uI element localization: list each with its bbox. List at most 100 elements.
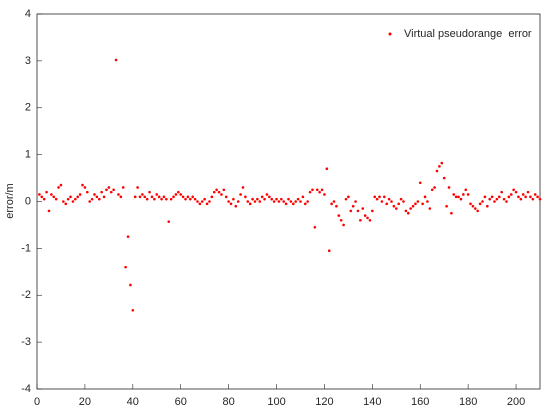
x-tick-label: 100: [267, 396, 285, 408]
point: [315, 188, 319, 192]
point: [488, 197, 492, 201]
point: [263, 197, 266, 201]
y-tick-label: -2: [21, 289, 31, 301]
x-tick-label: 0: [34, 396, 40, 408]
point: [296, 197, 300, 201]
point: [438, 165, 441, 168]
point: [172, 195, 175, 199]
point: [212, 190, 216, 194]
point: [500, 190, 503, 194]
point: [114, 58, 118, 62]
point: [495, 197, 499, 201]
point: [177, 190, 180, 194]
point: [141, 193, 144, 196]
point: [430, 188, 434, 192]
point: [258, 200, 262, 203]
point: [227, 200, 230, 203]
point: [66, 197, 70, 201]
point: [100, 190, 103, 194]
point: [78, 193, 82, 196]
point: [507, 195, 511, 199]
point: [414, 202, 417, 206]
point: [222, 188, 226, 192]
point: [371, 209, 374, 213]
point: [124, 265, 127, 269]
point: [418, 181, 422, 185]
point: [368, 218, 372, 222]
point: [517, 195, 520, 199]
y-tick-label: 4: [25, 8, 31, 20]
point: [169, 197, 173, 201]
x-tick-label: 200: [507, 396, 525, 408]
point: [378, 195, 381, 199]
point: [512, 188, 515, 192]
point: [342, 223, 345, 227]
point: [476, 209, 480, 213]
point: [90, 197, 94, 201]
point: [119, 195, 123, 199]
point: [57, 186, 60, 189]
point: [339, 218, 343, 222]
point: [363, 214, 367, 217]
point: [505, 200, 508, 203]
point: [239, 193, 242, 196]
point: [306, 200, 309, 203]
point: [354, 200, 357, 203]
point: [229, 202, 233, 206]
point: [112, 188, 115, 192]
point: [526, 190, 530, 194]
point: [452, 193, 456, 196]
point: [81, 183, 84, 187]
point: [385, 202, 389, 206]
point: [62, 200, 65, 203]
point: [196, 200, 199, 203]
point: [155, 193, 159, 196]
point: [64, 202, 68, 206]
point: [133, 195, 137, 199]
point: [435, 169, 439, 173]
point: [97, 197, 101, 201]
point: [236, 200, 240, 203]
point: [205, 202, 209, 206]
point: [423, 195, 427, 199]
point: [246, 200, 250, 203]
point: [521, 193, 525, 196]
point: [392, 204, 396, 208]
point: [59, 183, 63, 187]
point: [150, 195, 154, 199]
point: [74, 197, 77, 201]
x-tick-label: 40: [127, 396, 139, 408]
point: [143, 195, 147, 199]
point: [148, 190, 151, 194]
point: [181, 195, 185, 199]
x-tick-label: 160: [411, 396, 429, 408]
point: [270, 197, 274, 201]
point: [344, 197, 348, 201]
point: [95, 195, 99, 199]
point: [361, 207, 365, 210]
point: [234, 204, 238, 208]
point: [47, 209, 51, 213]
point: [471, 204, 475, 208]
point: [93, 193, 96, 196]
point: [129, 283, 132, 287]
point: [210, 195, 214, 199]
point: [538, 197, 542, 201]
point: [445, 204, 448, 208]
point: [347, 195, 350, 199]
point: [428, 207, 432, 210]
point: [200, 200, 204, 203]
point: [327, 249, 331, 253]
point: [433, 186, 436, 189]
point: [493, 200, 496, 203]
point: [193, 197, 197, 201]
point: [203, 197, 206, 201]
point: [356, 209, 360, 213]
plot-frame: [36, 13, 541, 390]
point: [335, 204, 338, 208]
point: [241, 186, 245, 189]
point: [294, 200, 297, 203]
point: [524, 195, 527, 199]
point: [529, 195, 532, 199]
